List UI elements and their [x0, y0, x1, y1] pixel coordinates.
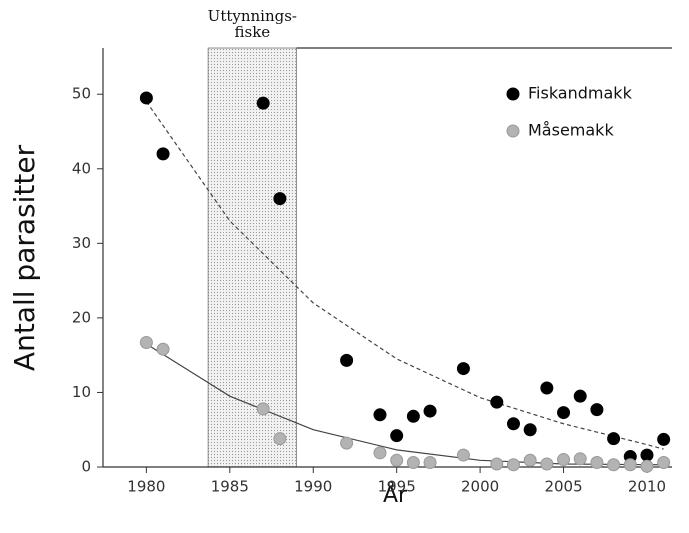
point [156, 147, 170, 161]
point [373, 408, 387, 422]
x-tick-label: 1985 [211, 478, 249, 496]
point [390, 429, 404, 443]
x-tick-label: 2005 [544, 478, 582, 496]
legend-label: Måsemakk [528, 121, 614, 140]
y-tick-label: 20 [72, 308, 91, 326]
point [657, 456, 671, 470]
point [573, 389, 587, 403]
y-tick-label: 30 [72, 234, 91, 252]
point [573, 452, 587, 466]
point [406, 409, 420, 423]
region-label: Uttynnings- [208, 7, 297, 25]
y-tick-label: 50 [72, 85, 91, 103]
point [490, 457, 504, 471]
point [623, 458, 637, 472]
point [523, 423, 537, 437]
point [423, 456, 437, 470]
shaded-region [207, 47, 297, 468]
legend-marker [506, 124, 520, 138]
point [523, 453, 537, 467]
x-tick-label: 1980 [127, 478, 165, 496]
point [139, 91, 153, 105]
point [607, 458, 621, 472]
point [456, 362, 470, 376]
point [590, 456, 604, 470]
y-tick-label: 40 [72, 159, 91, 177]
point [557, 453, 571, 467]
point [506, 458, 520, 472]
point [273, 192, 287, 206]
x-tick-label: 1995 [378, 478, 416, 496]
point [557, 406, 571, 420]
point [256, 96, 270, 110]
trend-line [145, 101, 664, 450]
x-tick-label: 2010 [628, 478, 666, 496]
point [540, 381, 554, 395]
point [273, 432, 287, 446]
point [456, 448, 470, 462]
point [607, 432, 621, 446]
point [540, 457, 554, 471]
y-axis-label: Antall parasitter [8, 144, 41, 371]
point [340, 436, 354, 450]
point [506, 417, 520, 431]
point [640, 448, 654, 462]
point [423, 404, 437, 418]
point [340, 353, 354, 367]
x-tick-label: 1990 [294, 478, 332, 496]
point [590, 403, 604, 417]
y-tick-label: 0 [81, 458, 91, 476]
x-tick-label: 2000 [461, 478, 499, 496]
point [406, 456, 420, 470]
point [390, 453, 404, 467]
point [256, 402, 270, 416]
region-label: fiske [235, 23, 271, 41]
point [156, 342, 170, 356]
point [640, 459, 654, 473]
x-axis-label: År [383, 481, 408, 508]
y-tick-label: 10 [72, 383, 91, 401]
legend-marker [506, 87, 520, 101]
point [373, 446, 387, 460]
point [139, 335, 153, 349]
legend-label: Fiskandmakk [528, 84, 633, 103]
point [657, 432, 671, 446]
point [490, 395, 504, 409]
